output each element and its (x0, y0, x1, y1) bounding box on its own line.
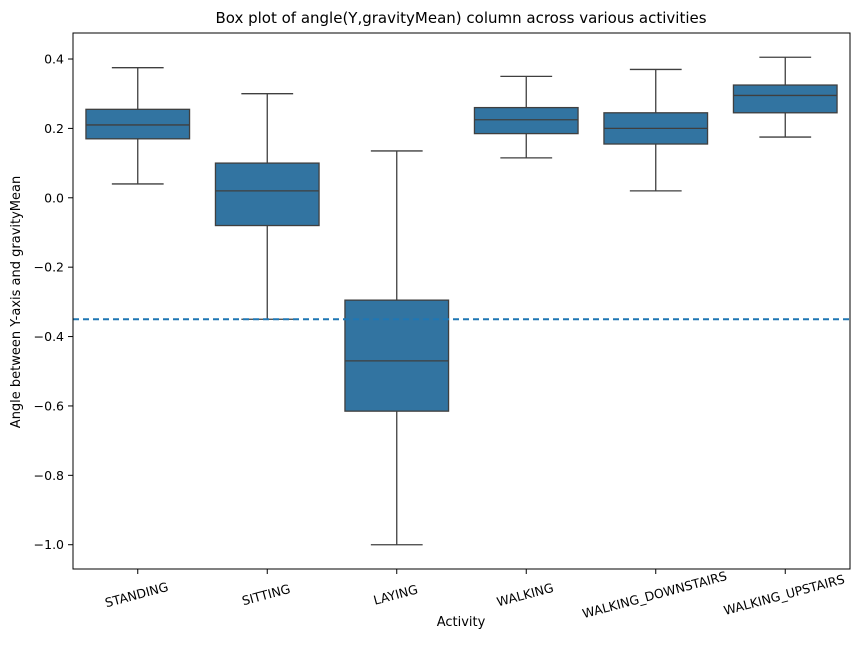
x-tick-label: LAYING (372, 582, 420, 608)
y-axis-label: Angle between Y-axis and gravityMean (9, 176, 24, 428)
x-tick-label: WALKING_UPSTAIRS (722, 571, 846, 618)
y-tick-label: 0.2 (44, 121, 64, 136)
box-1-iqr-rect (85, 108, 191, 140)
y-tick-label: −1.0 (34, 537, 64, 552)
x-tick-label: WALKING (495, 580, 555, 610)
box-6-iqr-rect (732, 84, 838, 114)
x-axis-label: Activity (437, 615, 486, 630)
y-tick-label: 0.4 (44, 52, 64, 67)
box-4-iqr-rect (473, 106, 579, 135)
plot-area: 0.4 0.2 0.0 −0.2 −0.4 −0.6 −0.8 −1.0 STANDING SIT… (34, 32, 851, 621)
y-tick-label: 0.0 (44, 190, 64, 205)
axes-frame (72, 32, 851, 570)
chart-title: Box plot of angle(Y,gravityMean) column … (215, 9, 706, 27)
box-2-iqr-rect (214, 162, 320, 227)
y-tick-label: −0.4 (34, 329, 64, 344)
y-tick-label: −0.6 (34, 398, 64, 413)
x-tick-label: STANDING (103, 579, 170, 610)
y-tick-label: −0.2 (34, 260, 64, 275)
x-tick-label: SITTING (240, 581, 292, 608)
box-3-iqr-rect (344, 299, 450, 412)
y-tick-label: −0.8 (34, 468, 64, 483)
x-tick-label: WALKING_DOWNSTAIRS (581, 568, 729, 621)
